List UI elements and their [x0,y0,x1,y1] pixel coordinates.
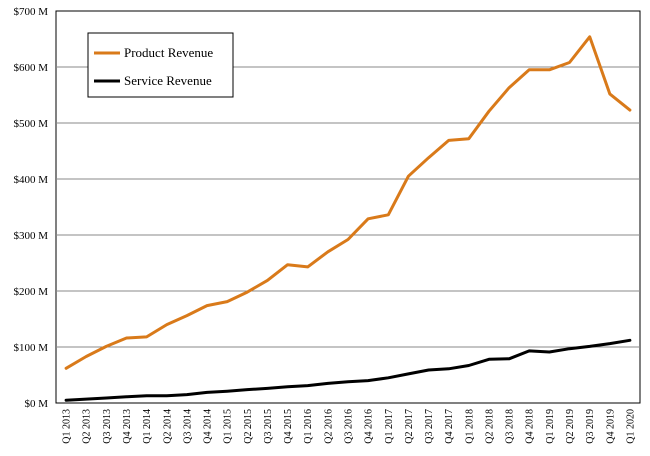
legend: Product Revenue Service Revenue [87,32,234,98]
x-tick-label: Q1 2014 [142,409,153,444]
x-tick-label: Q3 2017 [424,409,435,444]
y-tick-label: $200 M [13,286,48,298]
x-tick-label: Q1 2016 [303,409,314,444]
x-tick-label: Q3 2013 [102,409,113,444]
x-tick-label: Q4 2015 [283,409,294,444]
x-tick-label: Q3 2018 [505,409,516,444]
y-tick-label: $0 M [24,398,48,410]
x-tick-label: Q2 2019 [565,409,576,444]
x-tick-label: Q1 2017 [384,409,395,444]
x-tick-label: Q2 2013 [82,409,93,444]
x-tick-label: Q1 2018 [464,409,475,444]
y-tick-label: $400 M [13,174,48,186]
gridlines [56,66,640,348]
x-tick-label: Q4 2013 [122,409,133,444]
x-tick-label: Q1 2020 [625,409,636,444]
x-tick-label: Q4 2014 [203,409,214,444]
y-axis-ticks: $0 M $100 M $200 M $300 M $400 M $500 M $600 M… [13,6,48,410]
x-tick-label: Q3 2019 [585,409,596,444]
legend-label: Product Revenue [124,45,213,60]
x-tick-label: Q4 2016 [364,409,375,444]
x-tick-label: Q1 2019 [545,409,556,444]
x-tick-label: Q2 2014 [162,409,173,444]
series-lines [64,35,632,402]
x-tick-label: Q3 2014 [182,409,193,444]
x-tick-label: Q1 2015 [223,409,234,444]
x-tick-label: Q3 2015 [263,409,274,444]
x-tick-label: Q2 2016 [323,409,334,444]
y-tick-label: $500 M [13,118,48,130]
x-tick-label: Q3 2016 [344,409,355,444]
x-tick-label: Q2 2018 [484,409,495,444]
x-tick-label: Q4 2019 [605,409,616,444]
y-tick-label: $300 M [13,230,48,242]
y-tick-label: $100 M [13,342,48,354]
x-axis-ticks: Q1 2013 Q2 2013 Q3 2013 Q4 2013 Q1 2014 Q2 20… [62,409,637,444]
x-tick-label: Q2 2015 [243,409,254,444]
x-tick-label: Q4 2018 [525,409,536,444]
x-tick-label: Q2 2017 [404,409,415,444]
legend-box [87,32,234,98]
series-line-product-revenue [64,35,632,370]
y-tick-label: $600 M [13,62,48,74]
x-tick-label: Q4 2017 [444,409,455,444]
series-line-service-revenue [64,338,632,402]
legend-label: Service Revenue [124,73,212,88]
y-tick-label: $700 M [13,6,48,18]
x-tick-label: Q1 2013 [62,409,73,444]
